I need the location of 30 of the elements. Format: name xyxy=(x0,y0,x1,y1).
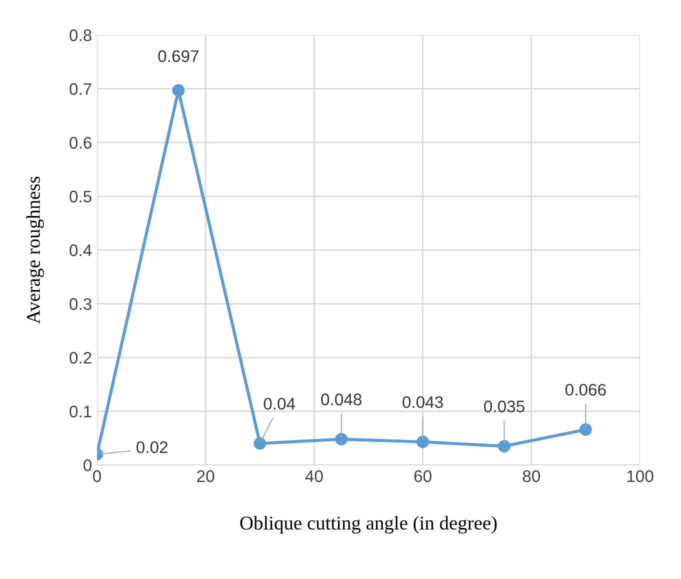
x-tick-label: 20 xyxy=(197,470,214,482)
point xyxy=(416,436,430,448)
data-label: 0.04 xyxy=(264,398,296,410)
data-label: 0.043 xyxy=(402,396,443,408)
point xyxy=(498,440,510,452)
x-tick-label: 80 xyxy=(522,470,540,482)
y-axis-title: Average roughness xyxy=(26,176,44,324)
y-tick-label: 0.4 xyxy=(70,244,92,256)
point xyxy=(254,437,266,450)
data-label: 0.035 xyxy=(484,400,524,412)
y-tick-label: 0.7 xyxy=(70,83,92,95)
x-tick-label: 40 xyxy=(305,470,323,482)
y-tick-label: 0.6 xyxy=(70,136,92,149)
x-tick-label: 60 xyxy=(414,470,432,482)
x-tick-label: 0 xyxy=(93,470,101,482)
y-tick-label: 0 xyxy=(84,459,92,472)
point xyxy=(172,84,185,97)
data-label: 0.697 xyxy=(158,50,198,62)
data-label: 0.02 xyxy=(136,441,168,454)
point xyxy=(335,432,348,446)
y-tick-label: 0.1 xyxy=(70,406,92,418)
y-tick-label: 0.8 xyxy=(70,29,92,42)
x-tick-label: 100 xyxy=(627,470,654,482)
data-label: 0.048 xyxy=(321,394,362,406)
y-tick-label: 0.3 xyxy=(70,298,92,310)
point xyxy=(579,423,592,436)
data-label: 0.066 xyxy=(566,384,606,396)
y-tick-label: 0.2 xyxy=(70,352,92,364)
x-axis-title: Oblique cutting angle (in degree) xyxy=(240,516,497,534)
y-tick-label: 0.5 xyxy=(70,190,92,202)
